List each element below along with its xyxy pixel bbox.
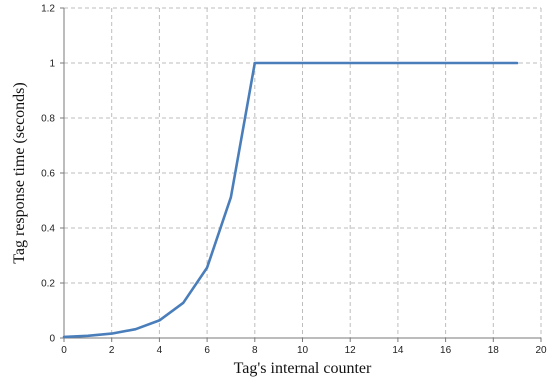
x-tick-label: 2 [109,345,115,356]
grid [64,7,542,338]
x-tick-label: 4 [157,345,163,356]
y-tick-label: 1 [49,59,55,70]
y-tick-label: 0.8 [41,114,55,125]
x-axis-title: Tag's internal counter [234,360,372,377]
series-line [62,61,519,339]
y-tick-label: 0.2 [41,279,55,290]
y-tick-label: 1.2 [41,4,55,15]
x-tick-label: 6 [204,345,210,356]
x-tick-label: 20 [535,345,547,356]
axes [60,7,542,342]
x-tick-label: 16 [440,345,452,356]
x-tick-label: 12 [345,345,357,356]
series-layer [62,61,519,339]
y-tick-label: 0.4 [41,224,55,235]
x-tick-label: 0 [61,345,67,356]
y-axis-title: Tag response time (seconds) [11,82,28,264]
tick-labels: 0 0.2 0.4 0.6 0.8 1 1.2 0 2 4 6 8 10 12 14 16 18 20 [41,4,547,357]
x-tick-label: 8 [252,345,258,356]
x-tick-label: 10 [297,345,309,356]
x-tick-label: 14 [392,345,404,356]
y-tick-label: 0.6 [41,169,55,180]
y-tick-label: 0 [49,334,55,345]
x-tick-label: 18 [488,345,500,356]
